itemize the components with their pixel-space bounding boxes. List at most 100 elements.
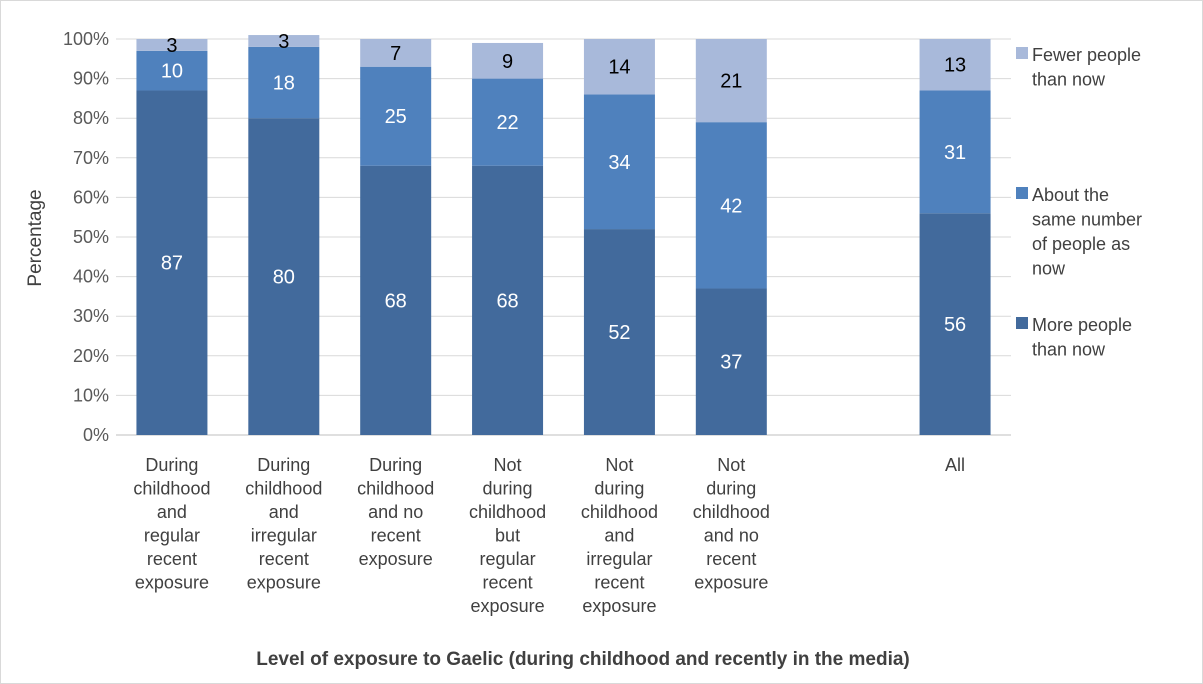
- bar-segment: [583, 39, 655, 95]
- legend-label-line: About the: [1032, 185, 1109, 205]
- y-tick-label: 30%: [73, 306, 109, 326]
- x-category-label-line: irregular: [586, 549, 652, 569]
- x-category-label-line: during: [706, 479, 756, 499]
- bar-segment: [583, 229, 655, 435]
- x-category-label-line: but: [495, 526, 520, 546]
- data-label: 13: [944, 55, 966, 77]
- x-category-label-line: recent: [371, 526, 421, 546]
- y-tick-label: 80%: [73, 108, 109, 128]
- bar-segment: [472, 42, 544, 79]
- data-label: 3: [278, 31, 289, 53]
- data-label: 18: [273, 73, 295, 95]
- data-label: 56: [944, 314, 966, 336]
- x-category-label-line: During: [369, 455, 422, 475]
- x-category-label-line: recent: [259, 549, 309, 569]
- data-label: 25: [385, 106, 407, 128]
- data-labels: 87 10 3 80 18 3 68 25 7 68 22 9 52 34 14 37 42 21 56 31 13: [161, 31, 966, 374]
- legend-label-line: than now: [1032, 70, 1106, 90]
- bar-segment: [919, 39, 991, 91]
- y-tick-label: 20%: [73, 346, 109, 366]
- data-label: 34: [608, 152, 630, 174]
- y-tick-label: 10%: [73, 385, 109, 405]
- x-category-label-line: regular: [480, 549, 536, 569]
- x-category-label-line: childhood: [245, 479, 322, 499]
- x-category-label-line: and no: [704, 526, 759, 546]
- y-tick-label: 70%: [73, 148, 109, 168]
- x-category-label: During childhood and regular recent exposure: [133, 455, 210, 593]
- x-category-label-line: and: [604, 526, 634, 546]
- x-category-label-line: during: [483, 479, 533, 499]
- legend-label-line: of people as: [1032, 234, 1130, 254]
- x-category-label-line: and: [269, 502, 299, 522]
- x-category-label-line: childhood: [469, 502, 546, 522]
- bar-segment: [919, 90, 991, 214]
- legend-label-line: More people: [1032, 315, 1132, 335]
- x-category-label-line: All: [945, 455, 965, 475]
- data-label: 21: [720, 71, 742, 93]
- data-label: 80: [273, 267, 295, 289]
- bar-segment: [136, 90, 208, 435]
- x-category-label-line: regular: [144, 526, 200, 546]
- data-label: 22: [496, 112, 518, 134]
- x-category-label-line: during: [594, 479, 644, 499]
- x-category-label: Not during childhood and no recent exposure: [693, 455, 770, 593]
- bar-segment: [136, 50, 208, 91]
- bars: [136, 35, 991, 435]
- x-category-label-line: Not: [494, 455, 522, 475]
- x-category-label-line: Not: [605, 455, 633, 475]
- data-label: 10: [161, 61, 183, 83]
- x-category-label: Not during childhood but regular recent exposu…: [469, 455, 546, 616]
- x-category-label-line: childhood: [133, 479, 210, 499]
- bar-segment: [695, 39, 767, 123]
- x-category-label-line: Not: [717, 455, 745, 475]
- bar-segment: [472, 165, 544, 435]
- x-category-label-line: childhood: [693, 502, 770, 522]
- bar-segment: [583, 94, 655, 230]
- y-tick-label: 50%: [73, 227, 109, 247]
- bar-segment: [360, 66, 432, 166]
- x-axis-title: Level of exposure to Gaelic (during chil…: [256, 649, 910, 670]
- data-label: 14: [608, 57, 630, 79]
- y-tick-label: 40%: [73, 267, 109, 287]
- bar-segment: [695, 122, 767, 289]
- x-category-label-line: exposure: [694, 573, 768, 593]
- legend-label-line: Fewer people: [1032, 45, 1141, 65]
- data-label: 9: [502, 51, 513, 73]
- x-category-label: During childhood and no recent exposure: [357, 455, 434, 569]
- bar-segment: [472, 78, 544, 166]
- x-category-label-line: childhood: [581, 502, 658, 522]
- y-axis-ticks: 0% 10% 20% 30% 40% 50% 60% 70% 80% 90% 100%: [63, 29, 109, 445]
- x-category-label-line: irregular: [251, 526, 317, 546]
- data-label: 68: [496, 290, 518, 312]
- bar-segment: [248, 35, 320, 47]
- legend-label: About the same number of people as now: [1032, 185, 1142, 279]
- y-tick-label: 0%: [83, 425, 109, 445]
- x-category-label: During childhood and irregular recent exposur…: [245, 455, 322, 593]
- legend-swatch: [1016, 187, 1028, 199]
- data-label: 37: [720, 352, 742, 374]
- x-category-label-line: recent: [594, 573, 644, 593]
- legend: Fewer people than now About the same number…: [1016, 45, 1142, 360]
- data-label: 68: [385, 290, 407, 312]
- legend-item: More people than now: [1016, 315, 1132, 360]
- x-category-label-line: exposure: [471, 596, 545, 616]
- y-tick-label: 60%: [73, 187, 109, 207]
- x-category-label: Not during childhood and irregular recent expo…: [581, 455, 658, 616]
- x-category-label: All: [945, 455, 965, 475]
- y-axis-title: Percentage: [25, 189, 46, 286]
- bar-segment: [919, 213, 991, 435]
- legend-label-line: than now: [1032, 340, 1106, 360]
- x-category-label-line: and no: [368, 502, 423, 522]
- x-category-label-line: During: [257, 455, 310, 475]
- data-label: 3: [166, 35, 177, 57]
- x-category-label-line: recent: [706, 549, 756, 569]
- bar-segment: [360, 39, 432, 67]
- x-category-label-line: and: [157, 502, 187, 522]
- data-label: 87: [161, 253, 183, 275]
- bar-segment: [360, 165, 432, 435]
- legend-item: Fewer people than now: [1016, 45, 1141, 90]
- bar-segment: [136, 39, 208, 51]
- bar-segment: [248, 46, 320, 119]
